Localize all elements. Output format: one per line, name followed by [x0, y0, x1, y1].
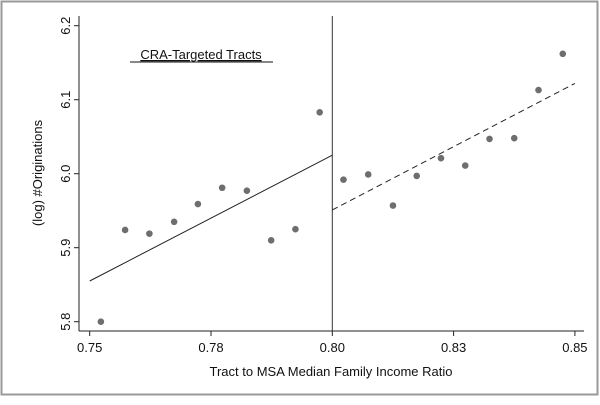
- fit-line-solid: [89, 154, 333, 282]
- y-tick-label: 5.9: [58, 239, 73, 257]
- y-tick-label: 6.1: [58, 91, 73, 109]
- data-point: [97, 318, 105, 326]
- data-point: [559, 50, 567, 58]
- x-tick-label: 0.78: [198, 340, 223, 355]
- axes: 0.75 0.78 0.80 0.83 0.85 5.8 5.9 6.0 6.1 6.2: [58, 16, 588, 355]
- data-point: [218, 184, 226, 192]
- y-tick-label: 5.8: [58, 313, 73, 331]
- x-tick-label: 0.83: [441, 340, 466, 355]
- data-point: [292, 225, 299, 233]
- data-point: [510, 134, 518, 142]
- data-point: [364, 171, 372, 178]
- data-point: [340, 176, 347, 183]
- data-point: [486, 135, 493, 143]
- x-tick-label: 0.75: [77, 340, 102, 355]
- annotation-cra-targeted: CRA-Targeted Tracts: [140, 47, 262, 62]
- data-point: [316, 108, 323, 116]
- data-point: [389, 202, 397, 209]
- data-point: [243, 187, 251, 195]
- data-point: [461, 162, 469, 169]
- y-tick-label: 6.2: [58, 17, 73, 35]
- data-points: [97, 50, 567, 326]
- x-tick-label: 0.80: [320, 340, 345, 355]
- data-point: [146, 230, 153, 237]
- fit-lines: [89, 82, 576, 282]
- fit-line-dashed: [332, 82, 576, 211]
- x-tick-label: 0.85: [562, 340, 587, 355]
- data-point: [437, 154, 445, 162]
- data-point: [121, 226, 129, 234]
- data-point: [170, 218, 178, 226]
- x-axis-label: Tract to MSA Median Family Income Ratio: [210, 364, 453, 379]
- y-tick-label: 6.0: [58, 165, 73, 183]
- y-axis-label: (log) #Originations: [30, 119, 45, 226]
- data-point: [267, 237, 275, 244]
- data-point: [535, 86, 542, 94]
- outer-frame: [0, 0, 599, 396]
- data-point: [413, 172, 421, 180]
- data-point: [194, 200, 202, 208]
